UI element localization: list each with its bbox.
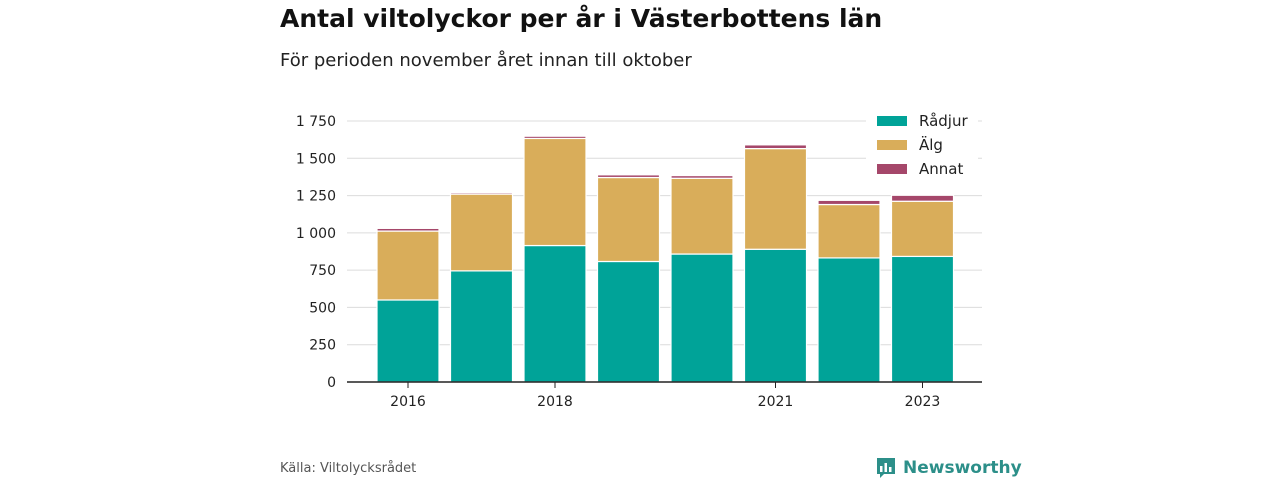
bar-segment bbox=[817, 199, 881, 206]
bar-segment bbox=[449, 193, 514, 272]
legend-swatch bbox=[877, 164, 907, 174]
brand-logo: Newsworthy bbox=[875, 455, 1022, 481]
bar-segment bbox=[376, 299, 440, 383]
y-tick-label: 1 000 bbox=[296, 226, 336, 242]
bar-segment bbox=[376, 227, 440, 232]
chart-subtitle: För perioden november året innan till ok… bbox=[280, 50, 692, 71]
bar-segment bbox=[890, 255, 955, 383]
bar-segment bbox=[670, 177, 734, 255]
x-tick-label: 2023 bbox=[905, 394, 941, 410]
bar-segment bbox=[817, 203, 881, 259]
legend-label: Rådjur bbox=[919, 112, 968, 130]
bar-segment bbox=[890, 200, 955, 258]
y-tick-label: 500 bbox=[309, 300, 336, 316]
y-tick-label: 750 bbox=[309, 263, 336, 279]
y-tick-label: 1 500 bbox=[296, 151, 336, 167]
newsworthy-logo-icon bbox=[877, 458, 895, 478]
legend-label: Älg bbox=[919, 135, 943, 154]
x-tick-label: 2018 bbox=[537, 394, 573, 410]
legend-swatch bbox=[877, 116, 907, 126]
legend-swatch bbox=[877, 140, 907, 150]
bar-segment bbox=[670, 253, 734, 383]
y-tick-label: 250 bbox=[309, 338, 336, 354]
bar-segment bbox=[449, 191, 514, 195]
bar-segment bbox=[890, 194, 955, 202]
bar-segment bbox=[743, 144, 808, 150]
x-tick-label: 2021 bbox=[758, 394, 794, 410]
y-tick-label: 1 250 bbox=[296, 189, 336, 205]
bar-segment bbox=[743, 147, 808, 250]
chart-title: Antal viltolyckor per år i Västerbottens… bbox=[280, 4, 883, 33]
x-tick-label: 2016 bbox=[390, 394, 426, 410]
bar-segment bbox=[523, 137, 587, 247]
y-tick-label: 0 bbox=[327, 375, 336, 391]
bar-segment bbox=[596, 260, 661, 383]
bar-segment bbox=[376, 230, 440, 301]
bar-segment bbox=[523, 244, 587, 383]
bar-segment bbox=[817, 257, 881, 383]
bar-segment bbox=[523, 135, 587, 140]
brand-name: Newsworthy bbox=[903, 458, 1022, 478]
bar-segment bbox=[743, 248, 808, 383]
legend-label: Annat bbox=[919, 160, 963, 178]
bar-segment bbox=[596, 176, 661, 263]
bar-segment bbox=[670, 174, 734, 179]
source-note: Källa: Viltolycksrådet bbox=[280, 461, 417, 476]
bar-segment bbox=[596, 174, 661, 179]
bar-segment bbox=[449, 270, 514, 383]
y-tick-label: 1 750 bbox=[296, 114, 336, 130]
